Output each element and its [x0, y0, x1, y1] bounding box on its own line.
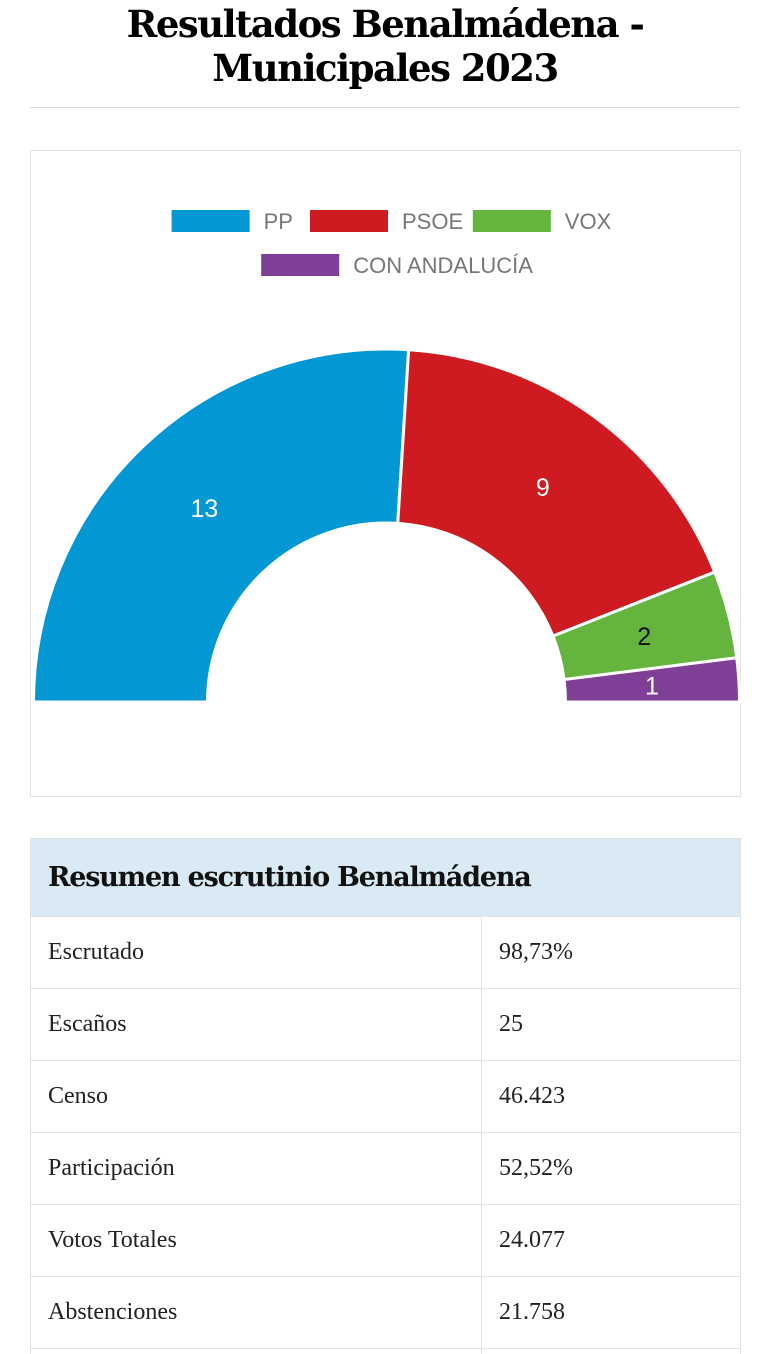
slice-label: 1	[645, 672, 659, 700]
legend-item: PP	[171, 209, 293, 234]
legend-label: VOX	[565, 209, 612, 234]
slice-label: 2	[637, 623, 651, 651]
slice-pp	[31, 347, 411, 704]
row-label: Escrutado	[31, 917, 482, 988]
row-label: Participación	[31, 1133, 482, 1204]
page-title-line-1: Resultados Benalmádena -	[126, 2, 645, 46]
legend-swatch	[310, 210, 388, 232]
table-row: Votos Totales 24.077	[31, 1204, 740, 1276]
slice-psoe	[396, 348, 717, 639]
row-value: 98,73%	[499, 939, 573, 965]
row-value: 24.077	[499, 1227, 565, 1253]
table-cell-empty	[31, 1349, 482, 1354]
legend-label: PP	[264, 209, 293, 234]
table-row: Escaños 25	[31, 988, 740, 1060]
table-row: Censo 46.423	[31, 1060, 740, 1132]
legend-swatch	[171, 210, 250, 232]
row-label: Escaños	[31, 989, 482, 1060]
seat-chart-card: PP PSOE VOX CON ANDALUCÍA 13 9 2 1	[30, 150, 742, 797]
table-row: Escrutado 98,73%	[31, 916, 740, 988]
row-label: Censo	[31, 1061, 482, 1132]
table-row: Participación 52,52%	[31, 1132, 740, 1204]
row-value: 52,52%	[499, 1155, 573, 1181]
legend-item: PSOE	[310, 209, 463, 234]
row-label: Abstenciones	[31, 1277, 482, 1348]
legend-swatch	[261, 254, 340, 276]
slice-label: 13	[191, 495, 219, 523]
table-row-partial	[31, 1348, 740, 1354]
summary-table-body: Escrutado 98,73% Escaños 25 Censo 46.423 Parti…	[31, 916, 740, 1348]
slice-con-andaluc-a	[562, 656, 742, 704]
legend-item: CON ANDALUCÍA	[261, 253, 533, 278]
legend-label: CON ANDALUCÍA	[353, 253, 533, 278]
row-value: 25	[499, 1011, 523, 1037]
page-title-line-2: Municipales 2023	[212, 46, 559, 90]
row-value: 21.758	[499, 1299, 565, 1325]
seat-chart: PP PSOE VOX CON ANDALUCÍA 13 9 2 1	[31, 209, 742, 704]
table-row: Abstenciones 21.758	[31, 1276, 740, 1348]
slice-label: 9	[536, 474, 550, 502]
row-label: Votos Totales	[31, 1205, 482, 1276]
legend-item: VOX	[472, 209, 612, 234]
legend-swatch	[472, 210, 551, 232]
page-title: Resultados Benalmádena - Municipales 202…	[30, 2, 740, 90]
legend-label: PSOE	[402, 209, 463, 234]
row-value: 46.423	[499, 1083, 565, 1109]
title-divider	[30, 107, 740, 108]
summary-table-header: Resumen escrutinio Benalmádena	[31, 839, 740, 916]
summary-table: Resumen escrutinio Benalmádena Escrutado…	[30, 838, 741, 1354]
